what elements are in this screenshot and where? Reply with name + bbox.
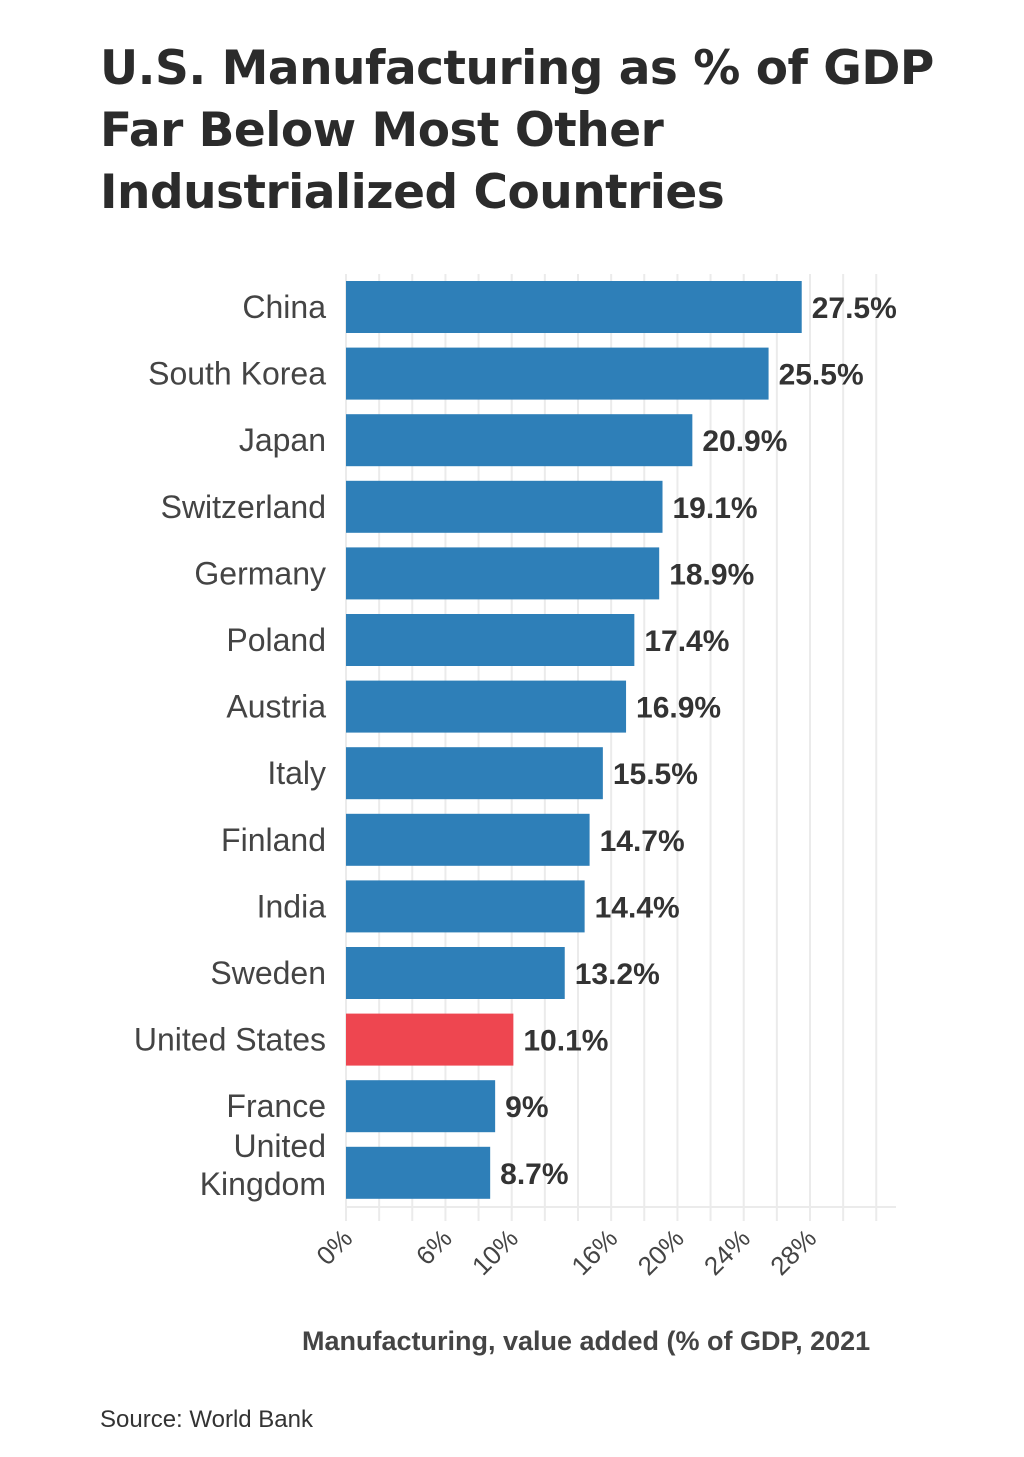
x-tick-label: 0% — [310, 1223, 358, 1271]
value-label: 14.7% — [600, 825, 685, 858]
bar — [346, 480, 663, 533]
value-label: 19.1% — [673, 492, 758, 525]
value-label: 15.5% — [613, 758, 698, 791]
x-axis-label: Manufacturing, value added (% of GDP, 20… — [302, 1326, 870, 1356]
category-label: Austria — [226, 689, 326, 725]
value-label: 8.7% — [500, 1158, 568, 1191]
bar — [346, 747, 603, 800]
category-label: Germany — [194, 555, 326, 591]
value-label: 14.4% — [595, 891, 680, 924]
bar — [346, 547, 660, 600]
category-label: South Korea — [148, 356, 326, 392]
chart-title: U.S. Manufacturing as % of GDP Far Below… — [100, 41, 934, 220]
category-label: France — [226, 1088, 326, 1124]
bar — [346, 1146, 491, 1199]
category-label: Sweden — [210, 955, 326, 991]
x-tick-label: 28% — [764, 1223, 822, 1281]
value-label: 18.9% — [669, 558, 754, 591]
value-label: 13.2% — [575, 958, 660, 991]
value-label: 10.1% — [523, 1025, 608, 1058]
x-tick-label: 10% — [466, 1223, 524, 1281]
bar — [346, 414, 693, 467]
bar — [346, 947, 565, 999]
x-tick-label: 16% — [565, 1223, 623, 1281]
value-label: 27.5% — [812, 292, 897, 325]
value-label: 9% — [505, 1091, 548, 1124]
category-label: United States — [134, 1022, 326, 1058]
bar — [346, 880, 585, 933]
x-tick-label: 6% — [410, 1223, 458, 1271]
bar — [346, 680, 627, 733]
category-label: Poland — [226, 622, 326, 658]
category-label: China — [242, 289, 326, 325]
bar — [346, 281, 802, 333]
category-label: India — [257, 888, 327, 924]
value-label: 20.9% — [702, 425, 787, 458]
category-label: United Kingdom — [200, 1128, 326, 1202]
bar — [346, 614, 635, 666]
x-axis-ticks: 0% 6% 10% 16% 20% 24% 28% — [310, 1223, 822, 1281]
x-tick-label: 20% — [632, 1223, 690, 1281]
category-label: Switzerland — [161, 489, 326, 525]
value-label: 16.9% — [636, 692, 721, 725]
value-label: 25.5% — [779, 359, 864, 392]
bars: China 27.5% South Korea 25.5% Japan 20.9% Swit… — [134, 281, 897, 1202]
x-tick-label: 24% — [698, 1223, 756, 1281]
bar — [346, 813, 590, 866]
bar — [346, 1080, 496, 1133]
bar — [346, 1013, 514, 1066]
category-label: Japan — [239, 422, 326, 458]
value-label: 17.4% — [644, 625, 729, 658]
category-label: Finland — [221, 822, 326, 858]
bar — [346, 347, 769, 400]
category-label: Italy — [267, 755, 326, 791]
source-note: Source: World Bank — [100, 1406, 313, 1433]
